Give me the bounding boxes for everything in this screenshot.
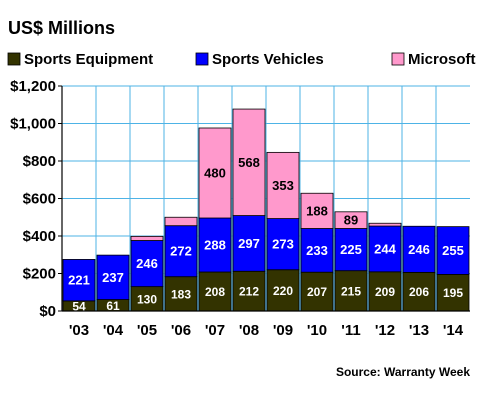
x-tick-label: '10 <box>307 322 327 339</box>
data-label: 208 <box>205 285 225 299</box>
data-label: 225 <box>340 242 362 257</box>
bar-segment-sports-vehicles <box>300 228 334 273</box>
y-tick-label: $0 <box>39 303 56 320</box>
bar-segment-sports-vehicles <box>96 254 130 300</box>
data-label: 61 <box>106 299 120 313</box>
y-tick-label: $600 <box>23 191 56 208</box>
x-tick-label: '13 <box>409 322 429 339</box>
data-label: 183 <box>171 287 191 301</box>
bar-segment-sports-vehicles <box>436 226 470 275</box>
x-tick-label: '09 <box>273 322 293 339</box>
data-label: 54 <box>72 299 86 313</box>
source-note: Source: Warranty Week <box>336 365 470 379</box>
data-label: 255 <box>442 243 464 258</box>
legend-label-2: Microsoft <box>408 51 476 68</box>
bar-segment-microsoft <box>198 127 232 219</box>
bar-segment-sports-equipment <box>368 271 402 312</box>
data-label: 246 <box>408 242 430 257</box>
bar-segment-sports-vehicles <box>334 228 368 272</box>
data-label: 209 <box>375 285 395 299</box>
bar-segment-sports-vehicles <box>130 240 164 288</box>
bar-segment-sports-equipment <box>130 286 164 312</box>
bar-segment-sports-vehicles <box>198 217 232 273</box>
data-label: 246 <box>136 256 158 271</box>
bar-segment-sports-equipment <box>402 271 436 312</box>
bar-segment-microsoft <box>334 211 368 229</box>
data-label: 237 <box>102 270 124 285</box>
y-tick-label: $200 <box>23 266 56 283</box>
bar-segment-sports-equipment <box>266 269 300 312</box>
bar-segment-sports-vehicles <box>232 215 266 272</box>
bar-segment-sports-equipment <box>334 270 368 312</box>
x-tick-label: '07 <box>205 322 225 339</box>
x-tick-label: '05 <box>137 322 157 339</box>
x-tick-label: '11 <box>341 322 360 339</box>
bar-segment-sports-vehicles <box>402 225 436 273</box>
data-label: 297 <box>238 236 260 251</box>
data-label: 206 <box>409 285 429 299</box>
bar-segment-sports-equipment <box>300 271 334 312</box>
data-label: 568 <box>238 155 260 170</box>
legend-swatch-2 <box>391 52 405 66</box>
data-label: 244 <box>374 241 396 256</box>
bar-segment-microsoft <box>130 235 164 241</box>
x-tick-label: '06 <box>171 322 191 339</box>
legend-swatch-0 <box>7 52 21 66</box>
data-label: 221 <box>68 273 90 288</box>
data-label: 233 <box>306 243 328 258</box>
x-tick-label: '04 <box>103 322 124 339</box>
bar-segment-sports-vehicles <box>62 259 96 302</box>
x-tick-label: '08 <box>239 322 259 339</box>
data-label: 480 <box>204 166 226 181</box>
bar-segment-microsoft <box>368 222 402 227</box>
chart-title: US$ Millions <box>8 18 115 38</box>
x-tick-label: '12 <box>375 322 395 339</box>
data-label: 272 <box>170 244 192 259</box>
x-tick-label: '14 <box>443 322 464 339</box>
bar-segment-microsoft <box>164 216 198 227</box>
y-tick-label: $400 <box>23 228 56 245</box>
data-label: 288 <box>204 238 226 253</box>
y-tick-label: $800 <box>23 153 56 170</box>
x-tick-label: '03 <box>69 322 89 339</box>
bar-segment-microsoft <box>266 151 300 219</box>
bar-segment-microsoft <box>300 192 334 229</box>
legend-label-1: Sports Vehicles <box>212 51 324 68</box>
data-label: 273 <box>272 237 294 252</box>
data-label: 207 <box>307 285 327 299</box>
bar-segment-sports-equipment <box>232 270 266 312</box>
y-tick-label: $1,200 <box>10 78 56 95</box>
data-label: 188 <box>306 203 328 218</box>
bar-segment-microsoft <box>232 108 266 216</box>
data-label: 212 <box>239 285 259 299</box>
data-label: 220 <box>273 284 293 298</box>
data-label: 130 <box>137 292 157 306</box>
data-label: 89 <box>344 213 358 228</box>
legend-label-0: Sports Equipment <box>24 51 153 68</box>
data-label: 215 <box>341 284 361 298</box>
data-label: 353 <box>272 178 294 193</box>
data-label: 195 <box>443 286 463 300</box>
legend-swatch-1 <box>195 52 209 66</box>
y-tick-label: $1,000 <box>10 116 56 133</box>
